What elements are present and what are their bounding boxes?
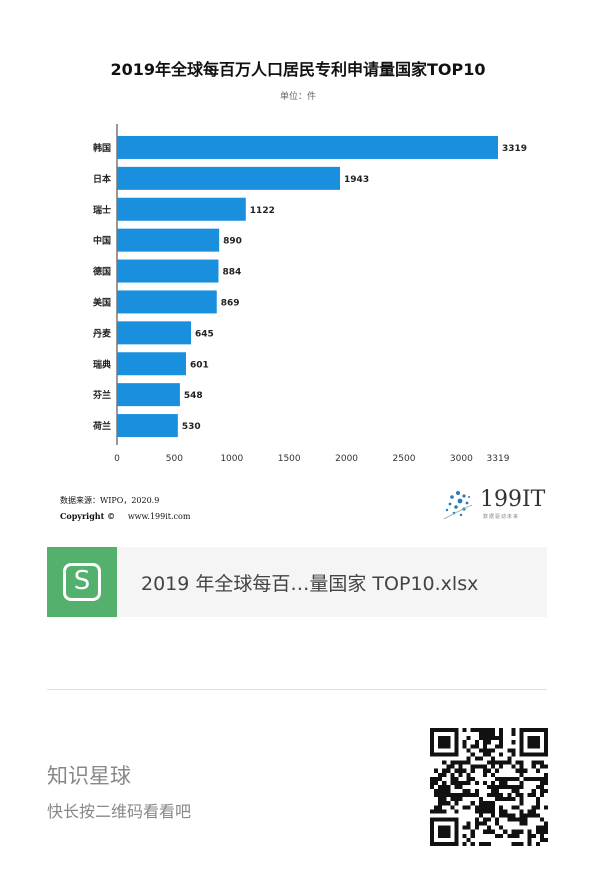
data-label: 1122 <box>250 206 275 216</box>
x-tick-label: 0 <box>114 454 120 464</box>
chart-unit: 单位：件 <box>279 92 316 102</box>
x-tick-label: 3319 <box>487 454 510 464</box>
data-label: 645 <box>195 329 214 339</box>
category-label: 德国 <box>93 266 111 278</box>
copyright-line: Copyright © www.199it.com <box>60 511 190 521</box>
data-label: 869 <box>221 298 240 308</box>
category-label: 芬兰 <box>92 389 111 401</box>
data-label: 530 <box>182 422 201 432</box>
bar <box>117 290 217 314</box>
category-label: 中国 <box>93 235 111 247</box>
bar <box>117 166 341 190</box>
data-label: 890 <box>223 237 242 247</box>
category-label: 丹麦 <box>93 327 112 339</box>
bar <box>117 135 498 159</box>
data-label: 601 <box>190 360 209 370</box>
x-tick-label: 1000 <box>220 454 243 464</box>
file-name: 2019 年全球每百…量国家 TOP10.xlsx <box>141 573 479 595</box>
category-label: 荷兰 <box>92 420 111 432</box>
x-tick-label: 1500 <box>278 454 301 464</box>
x-tick-label: 3000 <box>450 454 473 464</box>
divider <box>47 689 547 690</box>
bar-chart: 韩国 3319 日本 1943 瑞士 1122 中国 890 德国 884 美国 869 丹麦 645 瑞典… <box>92 124 527 464</box>
planet-subtitle: 快长按二维码看看吧 <box>47 802 192 821</box>
bar <box>117 228 220 252</box>
logo-mark-icon <box>443 491 473 520</box>
category-label: 瑞士 <box>93 204 111 216</box>
data-label: 884 <box>222 268 241 278</box>
x-tick-label: 2500 <box>393 454 416 464</box>
planet-title: 知识星球 <box>47 764 131 788</box>
x-tick-label: 2000 <box>335 454 358 464</box>
spreadsheet-s-icon: S <box>47 547 117 617</box>
x-tick-label: 500 <box>166 454 183 464</box>
data-label: 3319 <box>502 144 527 154</box>
file-attachment-card[interactable]: S 2019 年全球每百…量国家 TOP10.xlsx <box>47 547 547 617</box>
category-label: 瑞典 <box>93 358 111 370</box>
bar <box>117 383 180 407</box>
category-label: 韩国 <box>93 142 111 154</box>
bar <box>117 259 219 283</box>
logo-text: 199IT <box>480 487 546 512</box>
bar <box>117 414 178 438</box>
source-text: 数据来源：WIPO，2020.9 <box>60 496 160 505</box>
data-label: 548 <box>184 391 203 401</box>
bar <box>117 321 192 345</box>
chart-title: 2019年全球每百万人口居民专利申请量国家TOP10 <box>110 60 486 79</box>
website-text: www.199it.com <box>127 512 191 521</box>
bar <box>117 352 186 376</box>
bar <box>117 197 246 221</box>
qr-code-icon[interactable] <box>430 728 548 846</box>
category-label: 日本 <box>93 173 112 185</box>
category-label: 美国 <box>93 296 111 308</box>
data-label: 1943 <box>344 175 369 185</box>
copyright-label: Copyright © <box>60 511 116 521</box>
logo-subtitle: 数据驱动未来 <box>483 514 520 520</box>
